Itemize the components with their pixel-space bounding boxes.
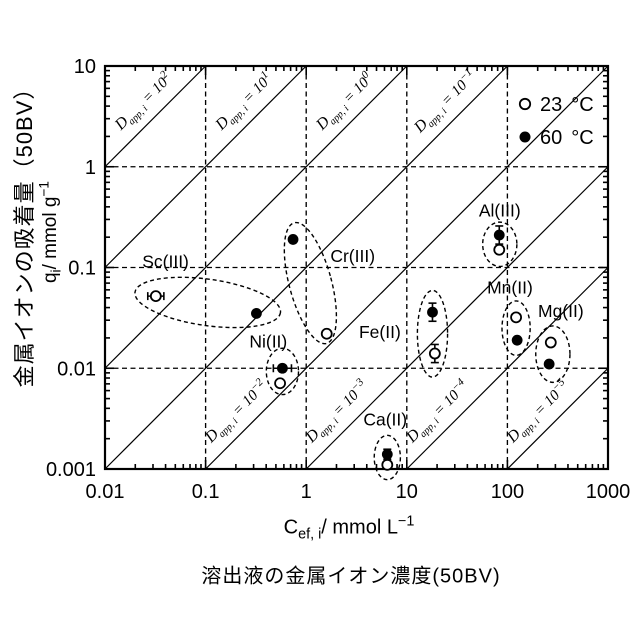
isoline-dapp-10e-4 — [406, 267, 609, 470]
point-23c-open-circle — [274, 377, 286, 390]
group-ellipse — [481, 221, 518, 268]
x-tick-label: 10 — [396, 481, 418, 503]
y-unit-sub: i — [48, 269, 64, 273]
legend-label: 60 °C — [540, 127, 594, 149]
group-criii: Cr(III) — [283, 221, 375, 345]
y-axis-title: 金属イオンの吸着量（50BV） — [12, 76, 37, 388]
x-title-sup: −1 — [397, 513, 415, 530]
legend-label: 23 °C — [540, 94, 594, 116]
x-title-base: C — [283, 516, 299, 539]
figure-caption: 溶出液の金属イオン濃度(50BV) — [201, 565, 501, 588]
x-tick-label: 0.01 — [86, 481, 125, 503]
point-60c-filled-circle — [277, 362, 288, 374]
x-axis-title: Cef, i/ mmol L−1 — [284, 514, 415, 543]
y-unit-sup: −1 — [36, 180, 52, 197]
legend-unit: °C — [571, 127, 593, 149]
isoline-dapp-10e1 — [104, 65, 307, 268]
legend-marker-open-circle — [518, 97, 532, 111]
group-ellipse — [265, 347, 300, 396]
point-23c-open-circle — [428, 347, 441, 360]
group-label: Al(III) — [479, 200, 521, 220]
group-aliii: Al(III) — [479, 200, 521, 268]
isoline-dapp-10e-1 — [104, 65, 508, 470]
point-23c-open-circle — [320, 327, 333, 340]
point-60c-filled-circle — [287, 234, 299, 245]
legend-value: 60 — [540, 127, 562, 149]
group-label: Cr(III) — [330, 246, 375, 266]
legend-marker-filled-circle — [519, 131, 531, 143]
y-tick-label: 0.1 — [68, 258, 96, 280]
y-tick-label: 1 — [85, 157, 96, 179]
group-label: Mn(II) — [487, 278, 533, 298]
legend: 23 °C 60 °C — [518, 94, 594, 149]
group-label: Fe(II) — [359, 322, 401, 342]
point-23c-open-circle — [493, 243, 506, 256]
point-60c-filled-circle — [427, 306, 438, 318]
group-label: Ca(II) — [363, 409, 407, 429]
point-23c-open-circle — [544, 336, 557, 349]
isoline-label-10e1: Dapp, i = 101 — [210, 69, 278, 137]
y-unit-base: q — [39, 272, 61, 284]
legend-value: 23 — [540, 94, 562, 116]
point-23c-open-circle — [381, 458, 394, 471]
isoline-dapp-10e-5 — [506, 367, 609, 470]
point-60c-filled-circle — [251, 308, 262, 319]
group-ellipse — [535, 325, 571, 384]
point-60c-filled-circle — [493, 229, 505, 241]
legend-unit: °C — [571, 94, 593, 116]
isoline-label-10e2: Dapp, i = 102 — [110, 68, 178, 136]
x-title-mid: / mmol L — [321, 516, 398, 539]
grid-lines — [105, 66, 608, 469]
y-tick-label: 10 — [74, 56, 96, 78]
group-label: Sc(III) — [142, 251, 189, 271]
group-mgii: Mg(II) — [535, 301, 584, 384]
isoline-dapp-10e2 — [104, 65, 207, 168]
isoline-label-10e0: Dapp, i = 100 — [311, 68, 379, 136]
group-niii: Ni(II) — [249, 331, 300, 396]
point-60c-filled-circle — [381, 448, 393, 460]
y-tick-label: 0.001 — [46, 459, 96, 481]
group-caii: Ca(II) — [363, 409, 407, 481]
group-ellipse — [373, 434, 402, 481]
group-mnii: Mn(II) — [487, 278, 533, 357]
y-tick-label: 0.01 — [57, 358, 96, 380]
y-unit-mid: / mmol g — [39, 196, 61, 270]
point-60c-filled-circle — [543, 358, 555, 370]
x-tick-label: 0.1 — [192, 481, 220, 503]
isoline-dapp-10e-2 — [205, 65, 609, 470]
group-label: Mg(II) — [538, 301, 584, 321]
x-tick-label: 1000 — [586, 481, 631, 503]
group-ellipse — [416, 289, 449, 378]
axis-ticks — [104, 65, 609, 470]
group-ellipse — [501, 300, 531, 357]
x-title-sub: ef, i — [298, 526, 322, 543]
point-60c-filled-circle — [511, 334, 523, 346]
point-23c-open-circle — [510, 311, 522, 324]
group-ellipse — [283, 221, 338, 345]
group-sciii: Sc(III) — [134, 251, 282, 329]
isoline-dapp-10e-3 — [305, 166, 609, 470]
point-23c-open-circle — [149, 290, 162, 303]
y-axis-unit-label: qi/ mmol g−1 — [36, 181, 63, 283]
group-feii: Fe(II) — [359, 289, 449, 378]
x-tick-label: 1 — [301, 481, 312, 503]
group-label: Ni(II) — [249, 331, 287, 351]
x-tick-label: 100 — [491, 481, 524, 503]
isoline-dapp-10e0 — [104, 65, 408, 369]
group-ellipse — [134, 276, 282, 329]
